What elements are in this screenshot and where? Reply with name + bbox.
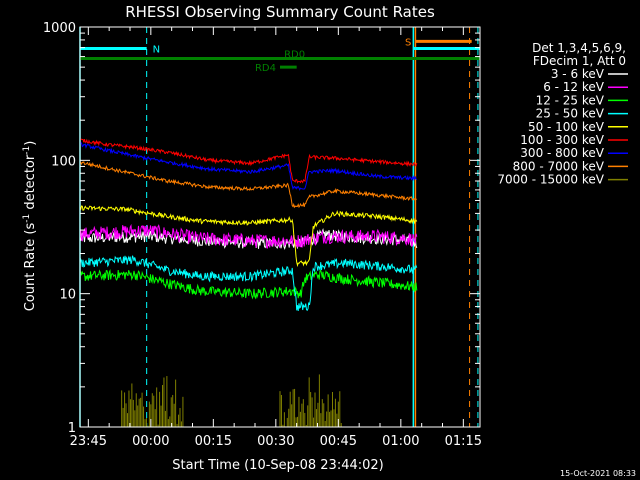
x-tick-label: 00:45 [320, 434, 357, 449]
tick-layer: 1 10 100 1000 23:45 00:00 00:15 00:30 00:45 01:00… [43, 21, 482, 449]
x-tick-label: 00:15 [195, 434, 232, 449]
plot-frame [79, 26, 481, 428]
flag-label-n: N [153, 44, 160, 55]
y-axis-label-sup2: -1 [22, 146, 32, 155]
legend-label-7000-15000-kev: 7000 - 15000 keV [497, 173, 604, 187]
legend-label-6-12-kev: 6 - 12 keV [543, 80, 605, 94]
legend-label-100-300-kev: 100 - 300 keV [520, 133, 604, 147]
legend-label-50-100-kev: 50 - 100 keV [528, 120, 605, 134]
y-tick-label: 1 [68, 421, 76, 436]
legend-header-line1: Det 1,3,4,5,6,9, [532, 41, 626, 55]
y-tick-label: 100 [51, 154, 76, 169]
legend-label-3-6-kev: 3 - 6 keV [551, 67, 605, 81]
legend-label-300-800-kev: 300 - 800 keV [520, 146, 604, 160]
y-axis-label-sup1: -1 [22, 214, 32, 223]
legend-label-800-7000-kev: 800 - 7000 keV [513, 159, 605, 173]
y-tick-label: 10 [59, 288, 76, 303]
series-trace-12-25-kev [79, 268, 418, 300]
legend-label-25-50-kev: 25 - 50 keV [536, 107, 605, 121]
x-tick-label: 01:15 [445, 434, 482, 449]
legend-header-line2: FDecim 1, Att 0 [533, 54, 626, 68]
y-axis-label-main: Count Rate (s [23, 223, 38, 312]
flag-label-rd0: RD0 [284, 50, 305, 61]
series-trace-100-300-kev [79, 138, 418, 184]
series-trace-300-800-kev [80, 142, 418, 191]
series-trace-6-12-kev [79, 223, 418, 249]
legend: Det 1,3,4,5,6,9, FDecim 1, Att 0 3 - 6 k… [497, 41, 628, 187]
series-trace-25-50-kev [79, 255, 418, 312]
y-axis-label: Count Rate (s-1 detector-1) [22, 141, 38, 312]
flag-label-rd4: RD4 [255, 63, 276, 74]
x-tick-label: 00:00 [132, 434, 169, 449]
series-trace-50-100-kev [79, 205, 418, 268]
data-layer: N S RD0 RD4 [79, 27, 480, 427]
render-timestamp: 15-Oct-2021 08:33 [560, 469, 636, 478]
y-axis-label-end: ) [23, 141, 38, 146]
flag-label-s: S [405, 37, 411, 48]
x-tick-label: 00:30 [257, 434, 294, 449]
y-axis-label-mid: detector [23, 154, 38, 214]
x-axis-label: Start Time (10-Sep-08 23:44:02) [172, 458, 383, 473]
x-tick-label: 23:45 [70, 434, 107, 449]
legend-label-12-25-kev: 12 - 25 keV [536, 93, 605, 107]
x-tick-label: 01:00 [382, 434, 419, 449]
y-tick-label: 1000 [43, 21, 76, 36]
series-trace-800-7000-kev [79, 161, 417, 209]
chart-title: RHESSI Observing Summary Count Rates [125, 3, 435, 21]
